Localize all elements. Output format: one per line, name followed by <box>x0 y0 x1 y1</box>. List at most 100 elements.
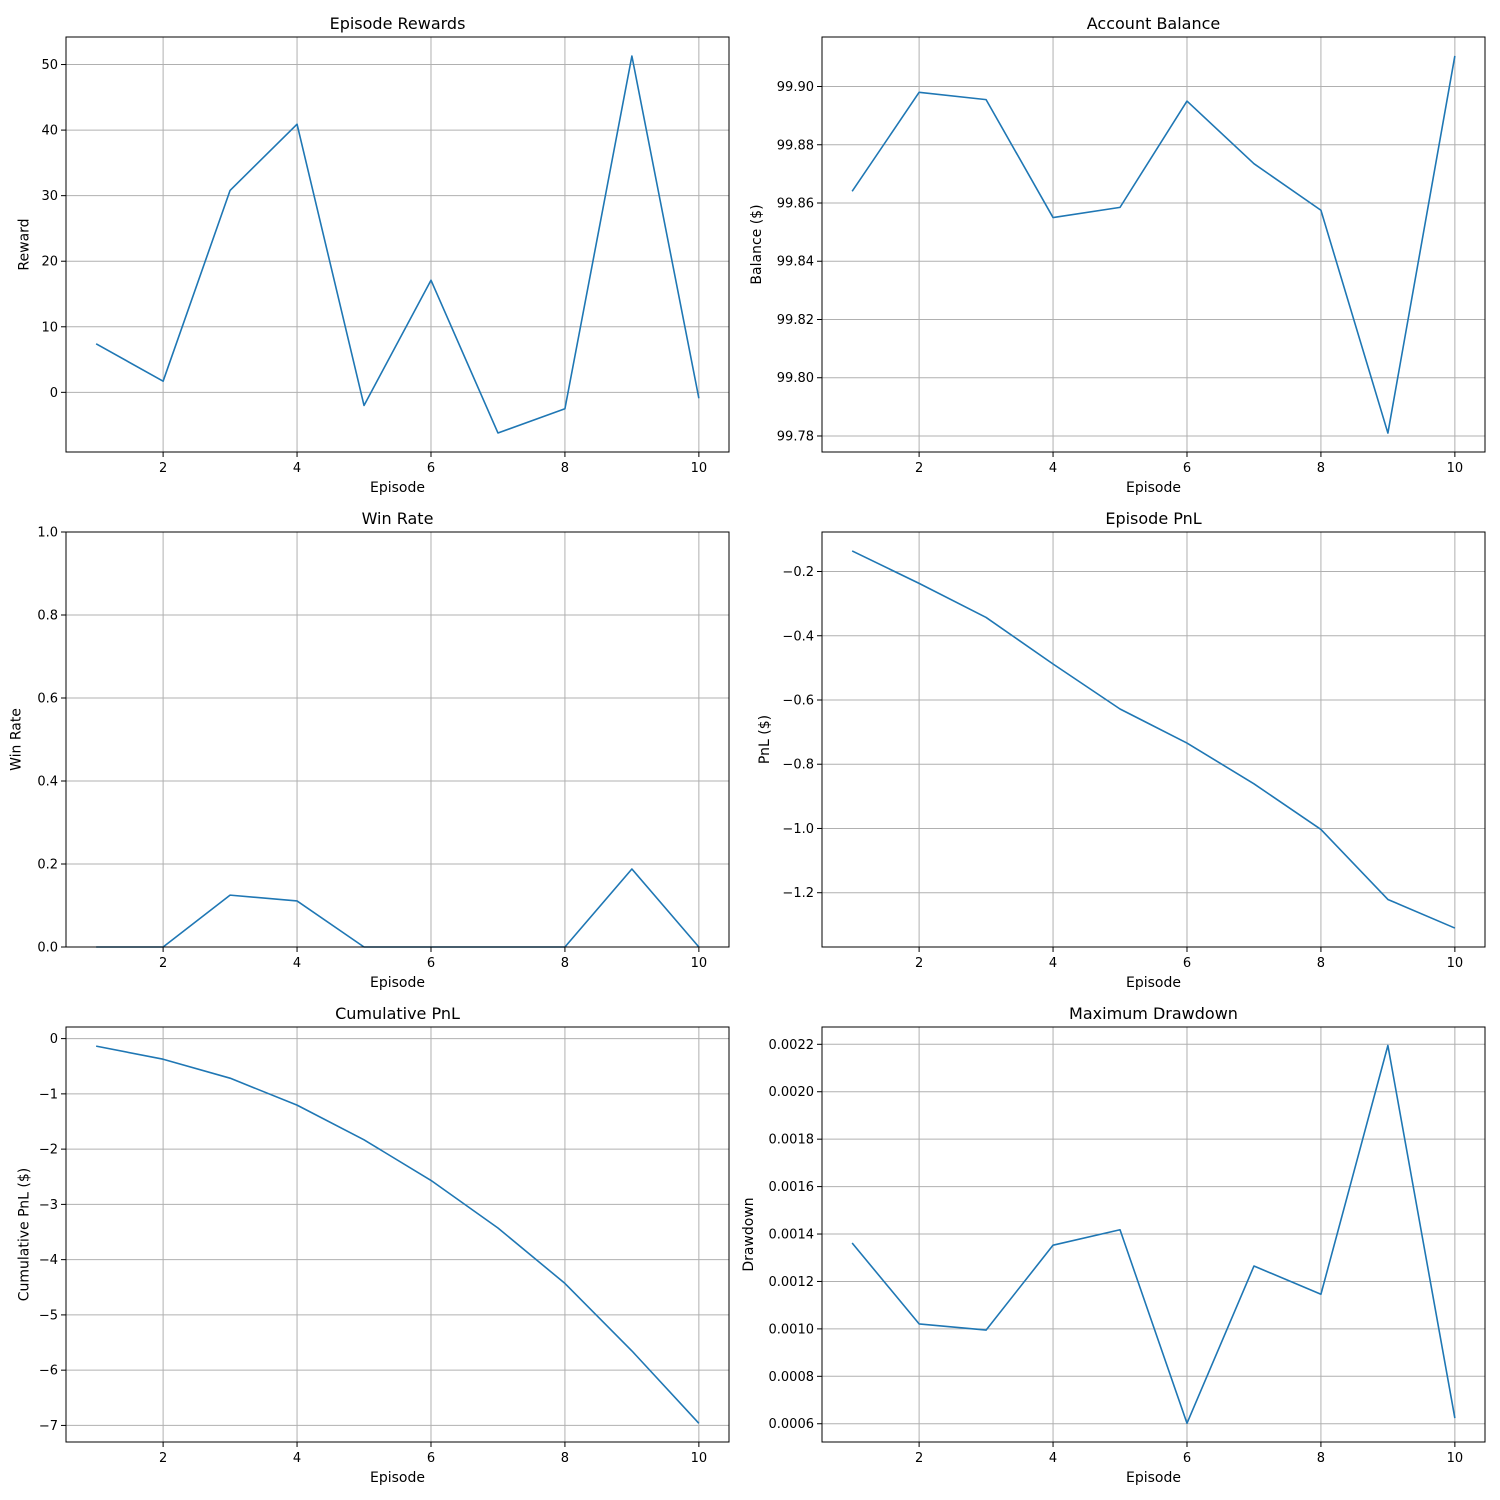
y-tick-label: 99.86 <box>777 197 814 212</box>
y-axis-label: Reward <box>16 218 32 270</box>
subplot-3: 2 4 6 8 10 0.0 0.2 0.4 0.6 0.8 1.0 Win Rate Episode W… <box>9 509 730 991</box>
x-axis-label: Episode <box>1126 1470 1181 1486</box>
x-tick-label: 8 <box>1317 1451 1325 1466</box>
x-tick-label: 4 <box>293 956 301 971</box>
y-tick-label: 99.82 <box>777 313 814 328</box>
chart-title: Cumulative PnL <box>335 1004 460 1023</box>
y-tick-label: −3 <box>39 1198 58 1213</box>
axes-frame <box>65 1026 730 1443</box>
x-tick-label: 6 <box>427 1451 435 1466</box>
chart-title: Episode PnL <box>1105 509 1201 528</box>
x-tick-label: 2 <box>915 1451 923 1466</box>
x-tick-label: 2 <box>159 461 167 476</box>
x-tick-label: 2 <box>915 956 923 971</box>
y-tick-label: 0.0 <box>37 941 58 956</box>
x-tick-label: 6 <box>1183 956 1191 971</box>
x-tick-label: 2 <box>915 461 923 476</box>
y-tick-label: 0.0022 <box>769 1038 815 1053</box>
axes-frame <box>821 531 1486 948</box>
x-tick-label: 8 <box>1317 461 1325 476</box>
series-line <box>96 868 700 948</box>
x-tick-label: 2 <box>159 956 167 971</box>
y-tick-label: −0.2 <box>782 565 814 580</box>
y-tick-label: 0.0010 <box>769 1322 815 1337</box>
chart-title: Maximum Drawdown <box>1069 1004 1238 1023</box>
x-tick-label: 10 <box>1447 956 1464 971</box>
subplot-6: 2 4 6 8 10 0.0006 0.0008 0.0010 0.0012 0.0014 0.00… <box>741 1004 1486 1486</box>
subplot-5: 2 4 6 8 10 −7 −6 −5 −4 −3 −2 −1 0 Cumulative PnL Episo… <box>16 1004 730 1486</box>
series-line <box>95 55 700 434</box>
y-tick-label: 0.0014 <box>769 1228 815 1243</box>
x-tick-label: 10 <box>1447 461 1464 476</box>
y-tick-label: 40 <box>41 124 58 139</box>
y-axis-label: PnL ($) <box>757 715 773 764</box>
series-line <box>851 1044 1456 1425</box>
x-axis-label: Episode <box>370 480 425 496</box>
x-tick-label: 8 <box>1317 956 1325 971</box>
y-tick-label: −0.8 <box>782 758 814 773</box>
series-line <box>851 55 1456 434</box>
x-tick-label: 4 <box>293 1451 301 1466</box>
x-axis-label: Episode <box>370 1470 425 1486</box>
x-tick-label: 6 <box>427 461 435 476</box>
x-tick-label: 10 <box>1447 1451 1464 1466</box>
y-tick-label: −1.2 <box>782 886 814 901</box>
y-tick-label: 1.0 <box>37 526 58 541</box>
y-tick-label: 0.0008 <box>769 1370 815 1385</box>
y-tick-label: 10 <box>41 320 58 335</box>
y-tick-label: −1 <box>39 1087 58 1102</box>
y-tick-label: 0.2 <box>37 858 58 873</box>
y-tick-label: 99.80 <box>777 371 814 386</box>
axes-frame <box>65 531 730 948</box>
y-axis-label: Cumulative PnL ($) <box>16 1168 32 1302</box>
x-axis-label: Episode <box>370 975 425 991</box>
y-tick-label: −0.6 <box>782 693 814 708</box>
y-tick-label: −0.4 <box>782 629 814 644</box>
x-axis-label: Episode <box>1126 480 1181 496</box>
y-axis-label: Drawdown <box>741 1197 757 1271</box>
x-tick-label: 8 <box>561 956 569 971</box>
y-tick-label: 0.0012 <box>769 1275 815 1290</box>
series-line <box>95 1045 700 1424</box>
y-tick-label: 0.0016 <box>769 1180 815 1195</box>
x-tick-label: 10 <box>691 956 708 971</box>
axes-frame <box>65 36 730 453</box>
chart-title: Win Rate <box>362 509 434 528</box>
y-tick-label: 0.6 <box>37 692 58 707</box>
y-tick-label: 0.0020 <box>769 1085 815 1100</box>
y-tick-label: −1.0 <box>782 822 814 837</box>
y-tick-label: 99.90 <box>777 80 814 95</box>
x-axis-label: Episode <box>1126 975 1181 991</box>
y-tick-label: 0 <box>50 386 58 401</box>
y-tick-label: −2 <box>39 1143 58 1158</box>
x-tick-label: 4 <box>1049 1451 1057 1466</box>
x-tick-label: 4 <box>1049 956 1057 971</box>
y-tick-label: 0.0006 <box>769 1417 815 1432</box>
x-tick-label: 6 <box>427 956 435 971</box>
x-tick-label: 10 <box>691 1451 708 1466</box>
y-tick-label: 20 <box>41 255 58 270</box>
x-tick-label: 6 <box>1183 461 1191 476</box>
axes-frame <box>821 36 1486 453</box>
x-tick-label: 4 <box>293 461 301 476</box>
y-tick-label: −4 <box>39 1253 58 1268</box>
chart-title: Account Balance <box>1087 14 1221 33</box>
y-tick-label: 99.88 <box>777 138 814 153</box>
x-tick-label: 6 <box>1183 1451 1191 1466</box>
y-tick-label: −6 <box>39 1364 58 1379</box>
x-tick-label: 2 <box>159 1451 167 1466</box>
chart-title: Episode Rewards <box>330 14 466 33</box>
y-tick-label: −7 <box>39 1419 58 1434</box>
y-axis-label: Win Rate <box>9 708 25 771</box>
y-tick-label: 99.84 <box>777 255 814 270</box>
y-tick-label: 0.0018 <box>769 1133 815 1148</box>
subplot-4: 2 4 6 8 10 −1.2 −1.0 −0.8 −0.6 −0.4 −0.2 Episode Pn… <box>757 509 1486 991</box>
x-tick-label: 10 <box>691 461 708 476</box>
y-tick-label: −5 <box>39 1308 58 1323</box>
y-tick-label: 99.78 <box>777 429 814 444</box>
x-tick-label: 4 <box>1049 461 1057 476</box>
y-tick-label: 50 <box>41 58 58 73</box>
y-tick-label: 0.8 <box>37 609 58 624</box>
y-tick-label: 30 <box>41 189 58 204</box>
y-axis-label: Balance ($) <box>749 204 765 284</box>
